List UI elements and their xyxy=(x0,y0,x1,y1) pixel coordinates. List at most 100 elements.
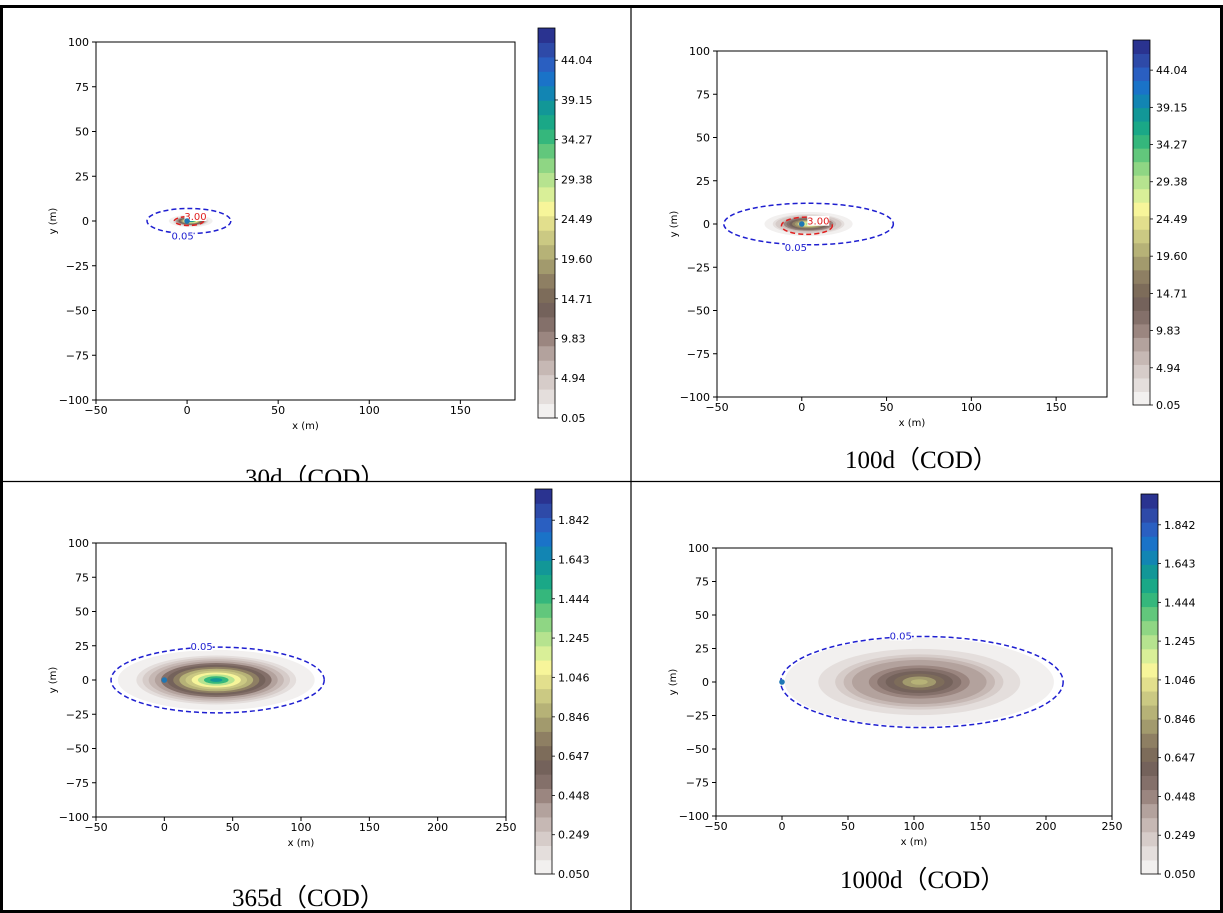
colorbar-segment xyxy=(538,302,555,318)
y-axis-label: y (m) xyxy=(48,208,59,235)
colorbar-tick-label: 29.38 xyxy=(561,173,593,186)
colorbar-segment xyxy=(1141,578,1158,594)
colorbar-tick-label: 1.046 xyxy=(558,671,590,684)
colorbar-segment xyxy=(538,403,555,419)
plume-band xyxy=(910,679,928,685)
colorbar-segment xyxy=(535,845,552,861)
y-tick-label: −100 xyxy=(59,394,89,407)
colorbar-segment xyxy=(1133,242,1150,257)
contour-label: 0.05 xyxy=(785,243,807,254)
y-tick-label: −75 xyxy=(686,777,709,790)
colorbar-segment xyxy=(535,788,552,804)
y-tick-label: 25 xyxy=(75,170,89,183)
y-tick-label: 75 xyxy=(75,571,89,584)
colorbar-tick-label: 0.050 xyxy=(558,868,590,881)
contour-label: 3.00 xyxy=(184,212,206,223)
source-point xyxy=(184,218,190,224)
colorbar-tick-label: 0.249 xyxy=(558,829,590,842)
y-tick-label: −50 xyxy=(687,305,710,318)
y-tick-label: 0 xyxy=(82,215,89,228)
colorbar-segment xyxy=(1141,564,1158,579)
x-tick-label: 50 xyxy=(880,401,894,414)
y-axis-label: y (m) xyxy=(669,211,680,238)
colorbar-segment xyxy=(535,503,552,519)
colorbar-tick-label: 9.83 xyxy=(1156,325,1181,338)
colorbar-tick-label: 29.38 xyxy=(1156,176,1188,189)
contour-label-bg xyxy=(171,230,194,241)
colorbar-segment xyxy=(1141,761,1158,776)
colorbar-tick-label: 39.15 xyxy=(1156,101,1188,114)
outer-border xyxy=(0,5,1223,913)
colorbar-segment xyxy=(1133,94,1150,109)
panel-100d: 0.05 3.00 −50 0 50 100 150 −100 −75 −50 −25 0 25 50 75… xyxy=(632,8,1222,481)
x-axis-label: x (m) xyxy=(288,838,315,849)
colorbar-segment xyxy=(1141,747,1158,762)
colorbar-segment xyxy=(1133,229,1150,244)
colorbar-segment xyxy=(535,688,552,704)
x-tick-label: 150 xyxy=(450,404,471,417)
colorbar-segment xyxy=(1133,350,1150,365)
panel-365d: 0.05 −50 0 50 100 150 200 250 −100 −75 −50 −25 0 25 50… xyxy=(0,482,630,913)
colorbar-tick-label: 0.846 xyxy=(558,711,590,724)
colorbar-segment xyxy=(1141,606,1158,622)
colorbar-tick-label: 1.444 xyxy=(558,593,590,606)
x-tick-label: 50 xyxy=(226,821,240,834)
colorbar-segment xyxy=(538,158,555,173)
colorbar-tick-label: 0.448 xyxy=(558,789,590,802)
source-point xyxy=(779,679,785,685)
colorbar-segment xyxy=(1141,859,1158,875)
x-axis-label: x (m) xyxy=(292,421,319,432)
colorbar-segment xyxy=(535,816,552,832)
panel-title-100d: 100d（COD） xyxy=(845,447,998,474)
colorbar-frame xyxy=(1140,493,1159,875)
colorbar-segment xyxy=(1133,296,1150,311)
colorbar-segment xyxy=(535,489,552,504)
y-tick-label: 75 xyxy=(75,81,89,94)
colorbar-segment xyxy=(1141,662,1158,678)
colorbar-segment xyxy=(535,674,552,690)
colorbar-tick-label: 19.60 xyxy=(1156,250,1188,263)
colorbar-segment xyxy=(1133,337,1150,352)
colorbar-segment xyxy=(1141,676,1158,692)
colorbar-tick-label: 44.04 xyxy=(1156,64,1188,77)
contour-label: 3.00 xyxy=(807,217,829,228)
colorbar-segment xyxy=(535,759,552,775)
x-tick-label: 100 xyxy=(961,401,982,414)
colorbar-segment xyxy=(538,230,555,246)
source-point xyxy=(798,221,805,227)
colorbar-segment xyxy=(1141,508,1158,523)
y-tick-label: −25 xyxy=(687,261,710,274)
y-tick-label: −75 xyxy=(687,348,710,361)
colorbar-segment xyxy=(1141,536,1158,551)
colorbar-segment xyxy=(1141,719,1158,734)
colorbar-tick-label: 14.71 xyxy=(561,293,593,306)
colorbar-segment xyxy=(1141,592,1158,608)
contour-label-bg xyxy=(184,211,207,221)
x-tick-label: 100 xyxy=(359,404,380,417)
y-tick-label: 100 xyxy=(688,542,709,555)
colorbar-segment xyxy=(538,28,555,43)
x-tick-label: −50 xyxy=(704,820,727,833)
colorbar-tick-label: 24.49 xyxy=(561,213,593,226)
colorbar-tick-label: 0.05 xyxy=(561,412,586,425)
y-tick-label: 75 xyxy=(695,576,709,589)
colorbar-segment xyxy=(538,129,555,145)
colorbar-segment xyxy=(538,114,555,130)
colorbar-frame xyxy=(1132,39,1151,406)
colorbar-frame xyxy=(534,488,553,875)
colorbar-segment xyxy=(538,244,555,260)
colorbar-segment xyxy=(535,745,552,761)
colorbar-segment xyxy=(535,631,552,647)
colorbar-segment xyxy=(1141,817,1158,833)
contour-line xyxy=(110,646,325,714)
colorbar-tick-label: 1.842 xyxy=(1164,519,1196,532)
colorbar-segment xyxy=(535,645,552,661)
plot-1000d: 0.05 −50 0 50 100 150 200 250 −100 −75 −50 −25 0 25 50… xyxy=(668,493,1196,881)
colorbar-segment xyxy=(1133,215,1150,230)
contour-line xyxy=(723,202,895,246)
colorbar-tick-label: 1.643 xyxy=(558,553,590,566)
colorbar-segment xyxy=(1133,107,1150,122)
contour-label-bg xyxy=(190,641,213,652)
y-tick-label: −100 xyxy=(679,810,709,823)
